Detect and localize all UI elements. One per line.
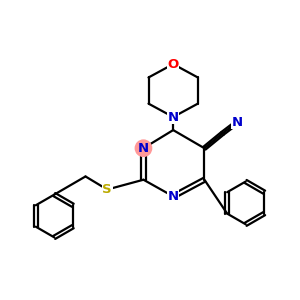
- Text: N: N: [138, 142, 149, 155]
- Text: N: N: [168, 110, 179, 124]
- Text: O: O: [168, 58, 179, 70]
- Text: N: N: [232, 116, 243, 129]
- Text: N: N: [168, 190, 179, 203]
- Text: S: S: [102, 183, 112, 196]
